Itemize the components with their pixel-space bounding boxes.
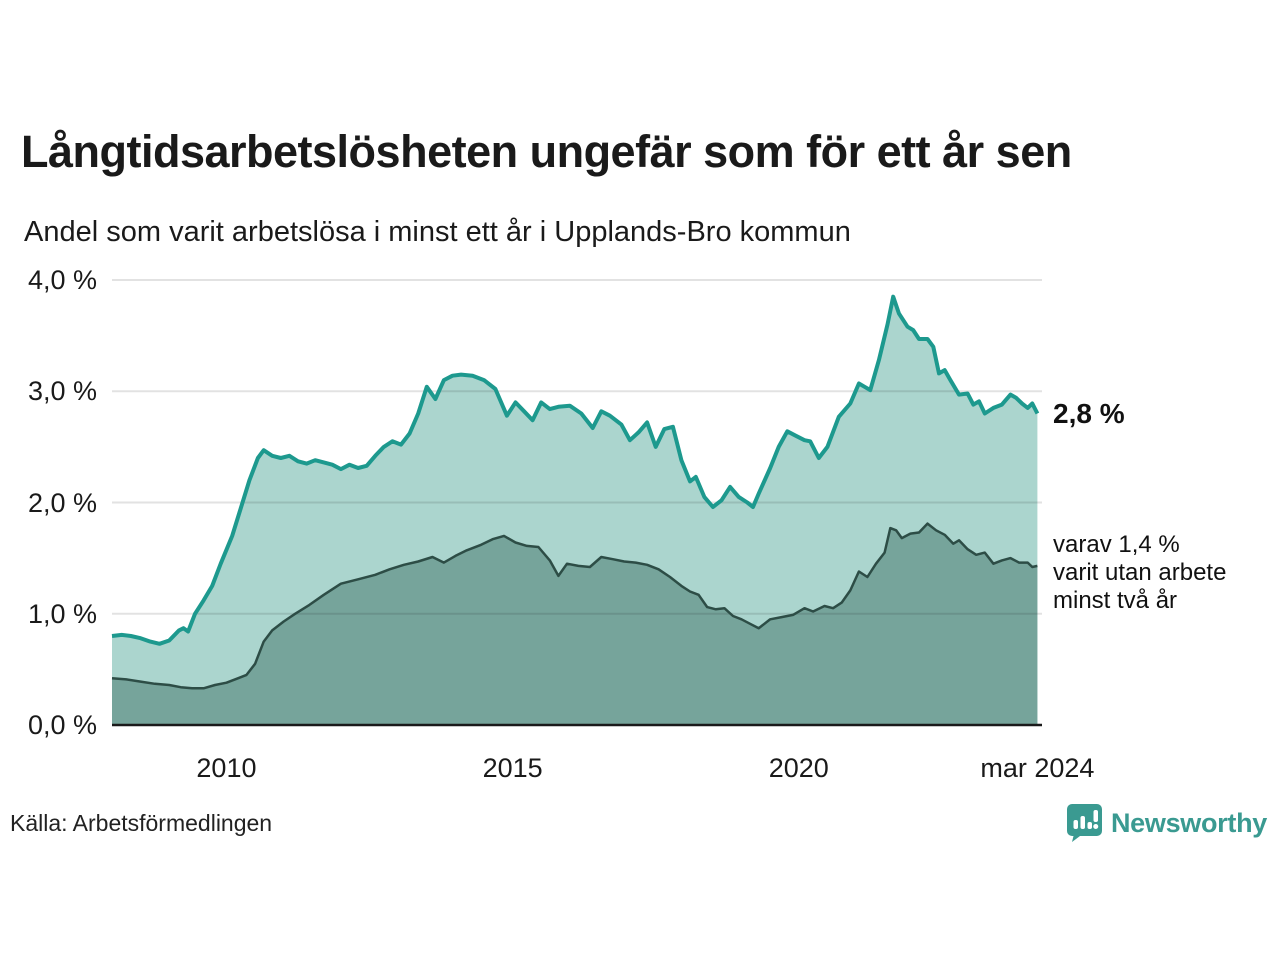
y-tick-label: 4,0 % bbox=[27, 265, 97, 295]
page-title: Långtidsarbetslösheten ungefär som för e… bbox=[21, 126, 1072, 177]
brand-name: Newsworthy bbox=[1110, 807, 1267, 838]
y-tick-label: 0,0 % bbox=[27, 710, 97, 740]
brand-lockup: Newsworthy bbox=[1066, 803, 1267, 843]
series1-line bbox=[111, 294, 1040, 646]
series2-annotation-line: minst två år bbox=[1053, 587, 1178, 614]
y-tick-label: 2,0 % bbox=[27, 487, 97, 518]
series2-annotation: varav 1,4 % varit utan arbete minst två år bbox=[1053, 531, 1226, 615]
y-tick-label: 1,0 % bbox=[27, 598, 97, 629]
source-credit: Källa: Arbetsförmedlingen bbox=[10, 810, 273, 836]
y-tick-label: 3,0 % bbox=[27, 376, 97, 407]
x-tick-label: 2010 bbox=[196, 753, 257, 783]
series2-annotation-line: varit utan arbete bbox=[1053, 559, 1227, 586]
x-tick-label: mar 2024 bbox=[980, 753, 1095, 783]
x-tick-label: 2020 bbox=[768, 753, 829, 783]
series2-line bbox=[111, 522, 1038, 690]
series2-area bbox=[112, 523, 1038, 725]
series1-end-value-label: 2,8 % bbox=[1053, 398, 1125, 429]
newsworthy-logo-icon bbox=[1066, 804, 1102, 842]
x-tick-label: 2015 bbox=[482, 753, 543, 783]
series2-annotation-line: varav 1,4 % bbox=[1053, 531, 1180, 558]
chart-subtitle: Andel som varit arbetslösa i minst ett å… bbox=[24, 216, 851, 248]
